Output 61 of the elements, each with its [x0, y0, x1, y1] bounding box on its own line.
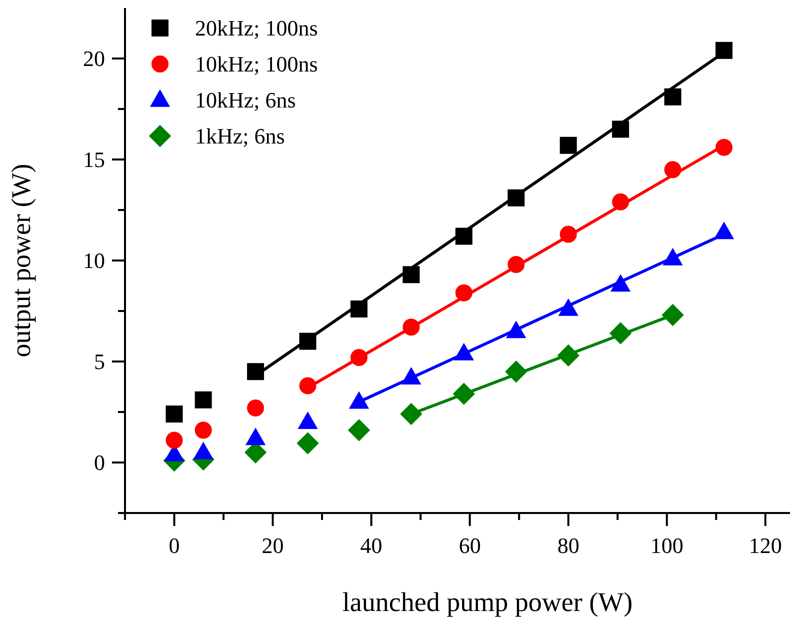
point: [508, 189, 525, 206]
point: [664, 161, 682, 178]
point: [194, 422, 212, 439]
point: [663, 248, 682, 266]
point: [506, 321, 526, 338]
point: [350, 348, 368, 366]
y-tick-label: 10: [83, 248, 105, 274]
x-tick-label: 0: [168, 533, 180, 558]
point: [455, 228, 472, 245]
point: [299, 377, 316, 394]
y-tick-label: 15: [83, 147, 105, 172]
y-tick-label: 20: [83, 46, 105, 72]
x-tick-label: 100: [650, 533, 684, 558]
x-tick-label: 60: [458, 533, 481, 558]
point: [247, 363, 264, 380]
x-tick-label: 40: [360, 533, 382, 558]
point: [401, 368, 421, 385]
point: [166, 406, 183, 423]
point: [714, 222, 734, 240]
point: [400, 403, 422, 425]
y-axis-title: output power (W): [6, 164, 36, 358]
point: [299, 332, 316, 350]
x-tick-label: 20: [262, 533, 284, 558]
point: [296, 432, 319, 454]
point: [194, 442, 214, 460]
point: [349, 392, 369, 409]
point: [664, 88, 682, 106]
legend-label: 10kHz; 6ns: [195, 88, 296, 113]
legend-label: 1kHz; 6ns: [195, 124, 285, 149]
point: [610, 322, 632, 344]
x-axis-title: launched pump power (W): [342, 587, 633, 617]
point: [166, 432, 183, 449]
point: [612, 193, 630, 210]
point: [247, 399, 264, 416]
point: [454, 343, 474, 360]
point: [402, 318, 420, 336]
point: [715, 42, 732, 59]
point: [508, 256, 525, 274]
point: [505, 360, 528, 382]
point: [560, 136, 577, 154]
point: [558, 298, 578, 316]
y-tick-label: 5: [94, 349, 105, 374]
point: [350, 300, 368, 318]
point: [348, 419, 370, 442]
point: [662, 304, 684, 326]
point: [557, 344, 580, 366]
point: [194, 391, 212, 408]
point: [715, 138, 732, 156]
x-tick-label: 120: [748, 533, 782, 558]
point: [298, 412, 318, 429]
legend-label: 10kHz; 100ns: [195, 52, 318, 77]
point: [612, 120, 630, 138]
point: [560, 226, 577, 243]
point: [402, 266, 420, 284]
point: [610, 274, 630, 292]
point: [246, 428, 266, 446]
x-tick-label: 80: [557, 533, 580, 558]
y-tick-label: 0: [94, 450, 105, 476]
point: [455, 284, 472, 302]
point: [453, 382, 475, 405]
legend-label: 20kHz; 100ns: [195, 16, 318, 41]
